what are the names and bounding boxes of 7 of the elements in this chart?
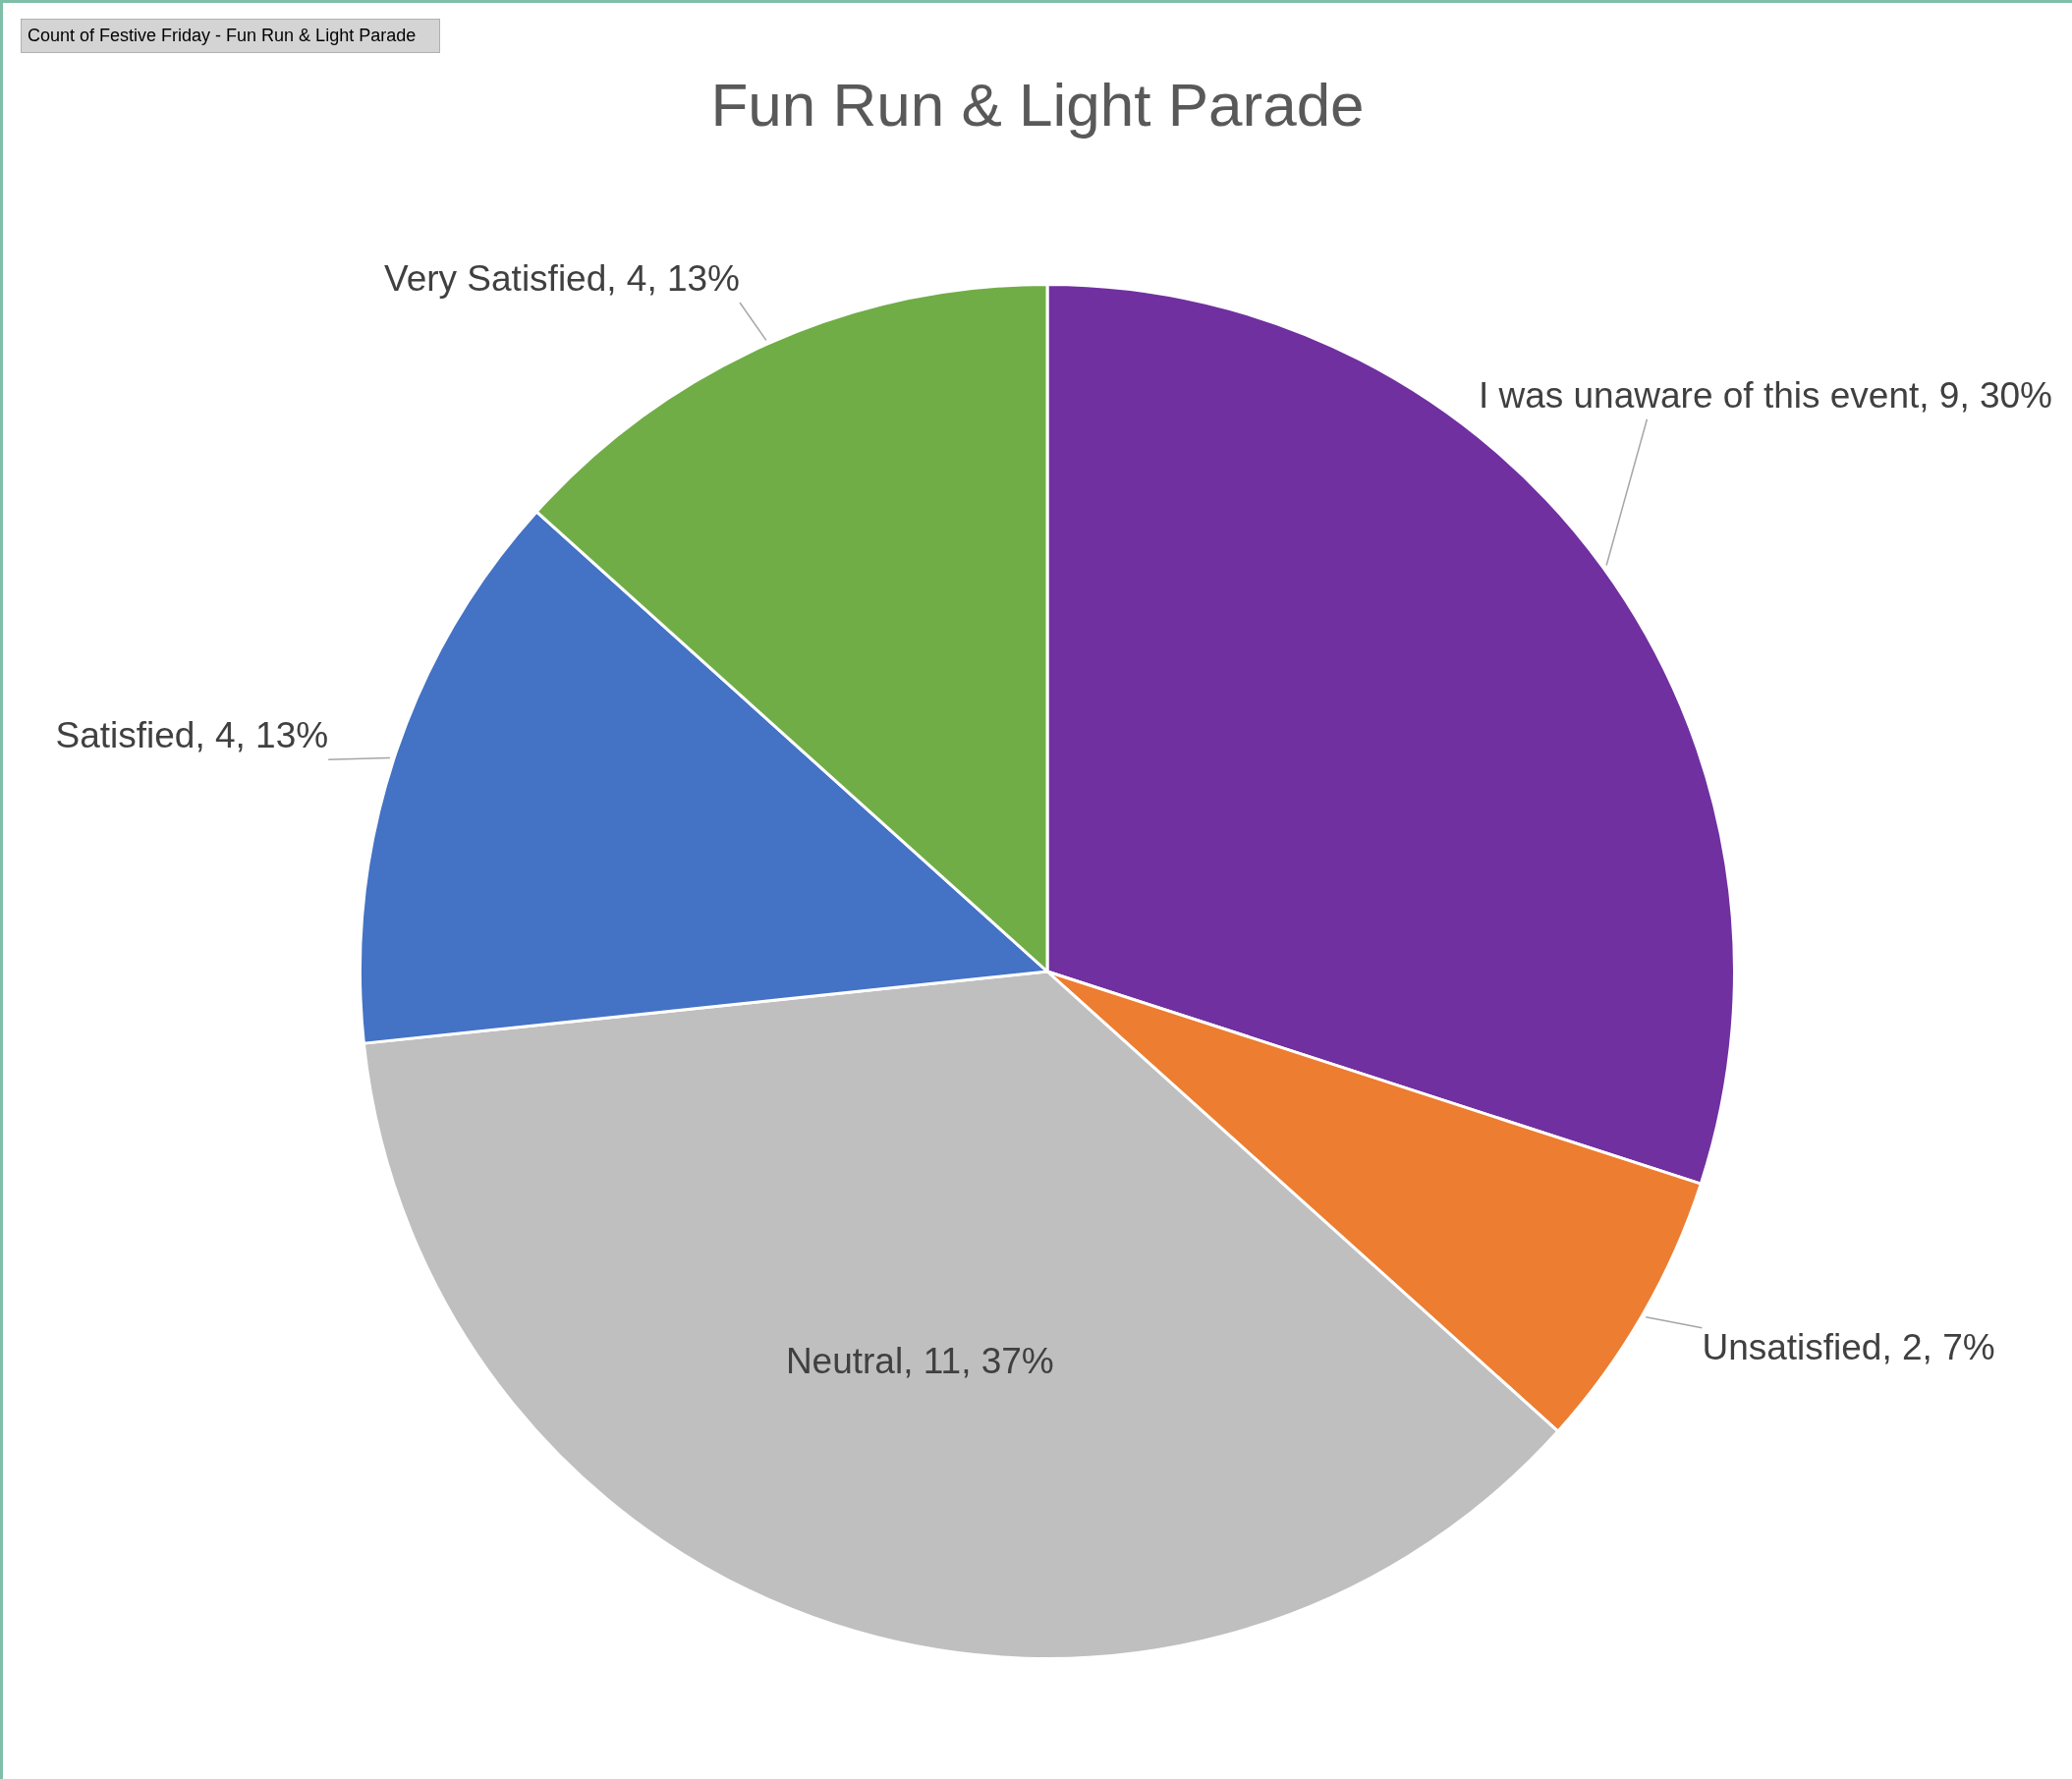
slice-label: I was unaware of this event, 9, 30% [1478, 374, 2052, 416]
text: Count of Festive Friday - Fun Run & Light Parade [21, 19, 441, 53]
chart-title: Fun Run & Light Parade [710, 71, 1365, 139]
slice-label: Satisfied, 4, 13% [55, 715, 329, 756]
slice-label: Very Satisfied, 4, 13% [384, 258, 741, 300]
slice-label: Unsatisfied, 2, 7% [1702, 1326, 1995, 1367]
slice-label: Neutral, 11, 37% [785, 1341, 1054, 1382]
